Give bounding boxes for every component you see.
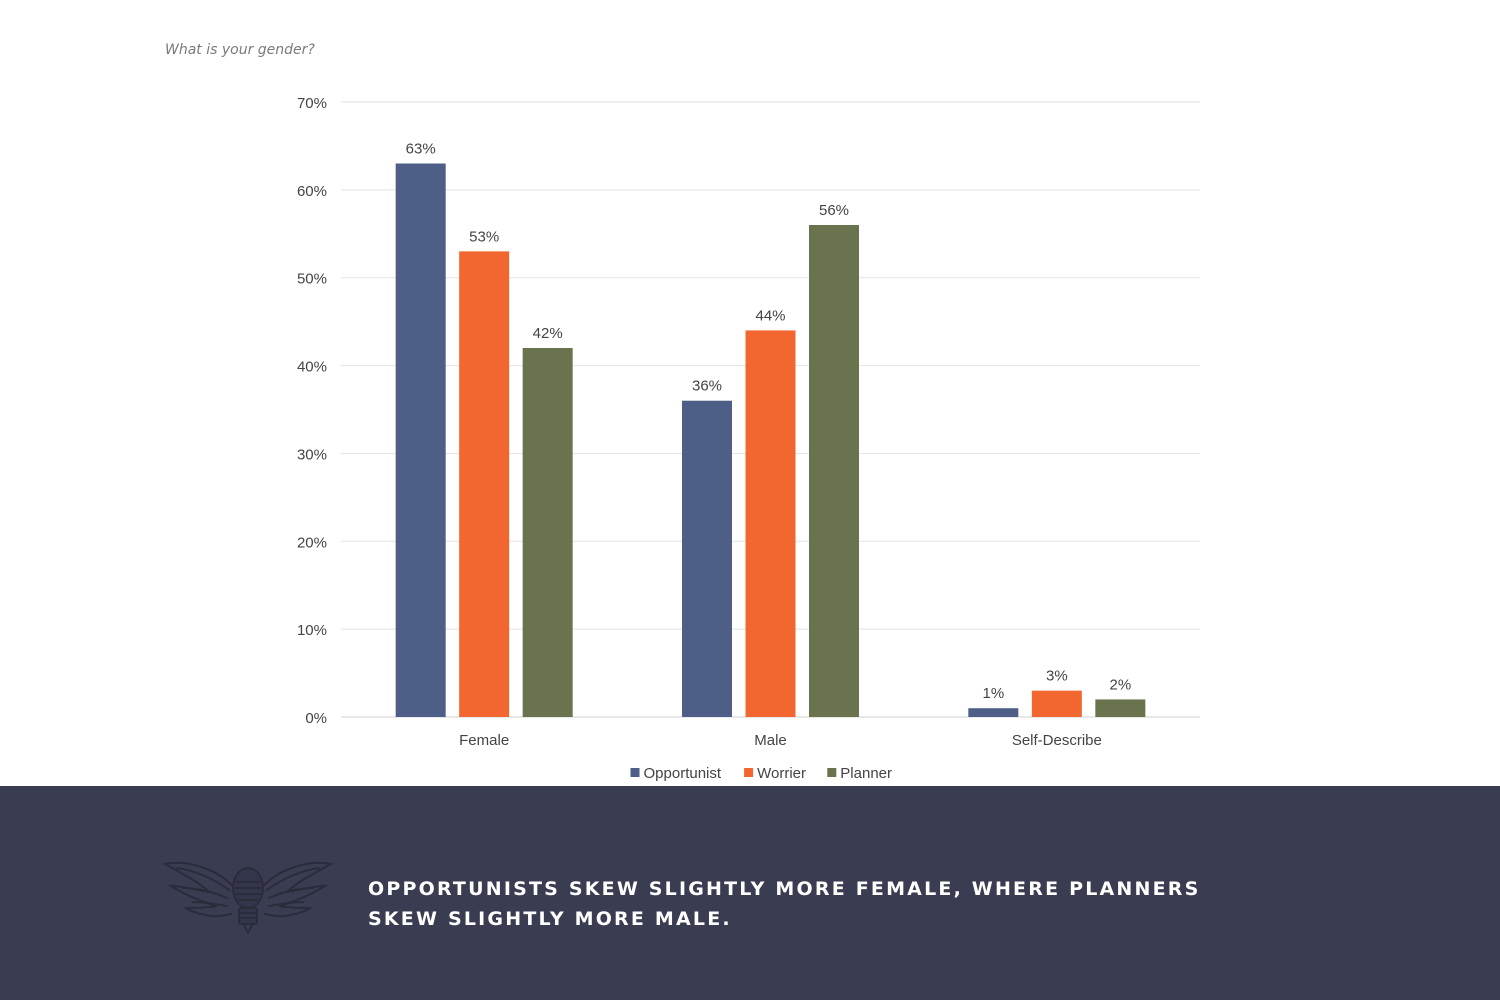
- y-tick-label: 50%: [297, 271, 327, 288]
- legend-label: Worrier: [757, 765, 806, 782]
- data-label: 44%: [755, 307, 785, 324]
- data-label: 2%: [1109, 676, 1131, 693]
- x-tick-label: Self-Describe: [1012, 732, 1102, 749]
- legend-swatch: [827, 768, 837, 777]
- winged-lightbulb-icon: [163, 861, 333, 934]
- bar: [1095, 699, 1146, 717]
- data-label: 42%: [533, 325, 563, 342]
- footer-banner: OPPORTUNISTS SKEW SLIGHTLY MORE FEMALE, …: [0, 786, 1500, 1000]
- chart-question: What is your gender?: [165, 42, 315, 58]
- x-tick-label: Female: [459, 732, 509, 749]
- y-tick-label: 60%: [297, 183, 327, 200]
- bar: [459, 251, 510, 717]
- x-tick-label: Male: [754, 732, 787, 749]
- y-tick-label: 40%: [297, 359, 327, 376]
- data-label: 63%: [406, 141, 436, 158]
- bar: [809, 225, 859, 717]
- bar: [745, 330, 796, 717]
- bar: [1031, 690, 1082, 717]
- data-label: 53%: [469, 228, 499, 245]
- y-tick-label: 0%: [305, 710, 327, 727]
- legend-label: Planner: [840, 765, 892, 782]
- bar: [968, 708, 1019, 717]
- bar: [522, 348, 573, 717]
- legend-swatch: [744, 768, 754, 777]
- data-label: 36%: [692, 378, 722, 395]
- data-label: 1%: [982, 685, 1004, 702]
- bar: [395, 163, 446, 717]
- data-label: 3%: [1046, 668, 1068, 685]
- bar: [682, 400, 732, 717]
- bar-chart: 0% 10% 20% 30% 40% 50% 60% 70% 63% 53% 42% Female 36…: [297, 95, 1200, 782]
- y-tick-label: 20%: [297, 534, 327, 551]
- legend-label: Opportunist: [644, 765, 722, 782]
- data-label: 56%: [819, 202, 849, 219]
- footer-caption: OPPORTUNISTS SKEW SLIGHTLY MORE FEMALE, …: [368, 878, 1201, 930]
- y-tick-label: 70%: [297, 95, 327, 112]
- legend-swatch: [630, 768, 640, 777]
- y-tick-label: 30%: [297, 446, 327, 463]
- y-tick-label: 10%: [297, 622, 327, 639]
